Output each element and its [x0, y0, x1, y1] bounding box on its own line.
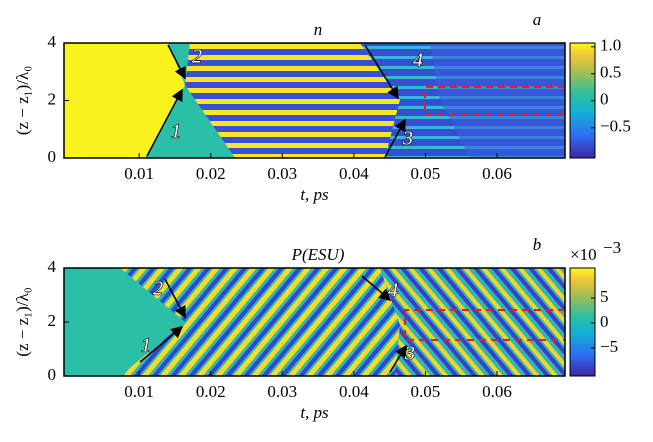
- colorbar-tick-label: −5: [600, 337, 618, 356]
- colorbar-tick-label: 0: [600, 90, 609, 109]
- annotation: 3: [402, 128, 413, 150]
- colorbar-exponent: −3: [603, 238, 621, 257]
- panel-label: a: [533, 10, 542, 29]
- y-tick-label: 4: [48, 257, 57, 276]
- y-tick-label: 0: [48, 147, 57, 166]
- chart-title: n: [314, 20, 323, 39]
- colorbar-tick-label: −0.5: [600, 117, 631, 136]
- y-tick-label: 4: [48, 32, 57, 51]
- x-tick-label: 0.04: [339, 164, 369, 183]
- chart-title: P(ESU): [291, 245, 345, 264]
- colorbar-tick-label: 5: [600, 287, 609, 306]
- colorbar: [569, 267, 596, 377]
- y-axis-label: (z − z₁)/λ₀: [13, 66, 32, 135]
- y-axis-label: (z − z₁)/λ₀: [13, 287, 32, 356]
- x-tick-label: 0.05: [411, 382, 441, 401]
- colorbar-tick-label: 0.5: [600, 63, 621, 82]
- annotation: 2: [192, 46, 202, 68]
- y-tick-label: 2: [48, 311, 57, 330]
- y-tick-label: 0: [48, 365, 57, 384]
- y-tick-label: 2: [48, 89, 57, 108]
- x-tick-label: 0.04: [339, 382, 369, 401]
- annotation: 1: [171, 121, 181, 143]
- annotation: 3: [404, 343, 415, 365]
- colorbar: [569, 42, 596, 159]
- x-tick-label: 0.02: [196, 382, 226, 401]
- annotation: 4: [413, 50, 423, 72]
- x-tick-label: 0.06: [482, 382, 512, 401]
- panel-label: b: [533, 235, 542, 254]
- annotation: 4: [388, 280, 398, 302]
- colorbar-tick-label: 0: [600, 312, 609, 331]
- x-tick-label: 0.03: [267, 164, 297, 183]
- arrows: [139, 44, 407, 373]
- heatmap-image: [64, 268, 565, 376]
- x-axis-label: t, ps: [300, 185, 329, 204]
- annotation: 1: [141, 335, 151, 357]
- colorbar-scale: ×10: [570, 245, 597, 264]
- x-tick-label: 0.01: [124, 382, 154, 401]
- annotation: 2: [153, 278, 163, 300]
- x-tick-label: 0.03: [267, 382, 297, 401]
- x-tick-label: 0.01: [124, 164, 154, 183]
- region-box: [404, 86, 565, 341]
- x-tick-label: 0.02: [196, 164, 226, 183]
- colorbar-tick-label: 1.0: [600, 36, 621, 55]
- x-axis-label: t, ps: [300, 403, 329, 422]
- x-tick-label: 0.05: [411, 164, 441, 183]
- heatmap-image: [64, 43, 565, 158]
- x-tick-label: 0.06: [482, 164, 512, 183]
